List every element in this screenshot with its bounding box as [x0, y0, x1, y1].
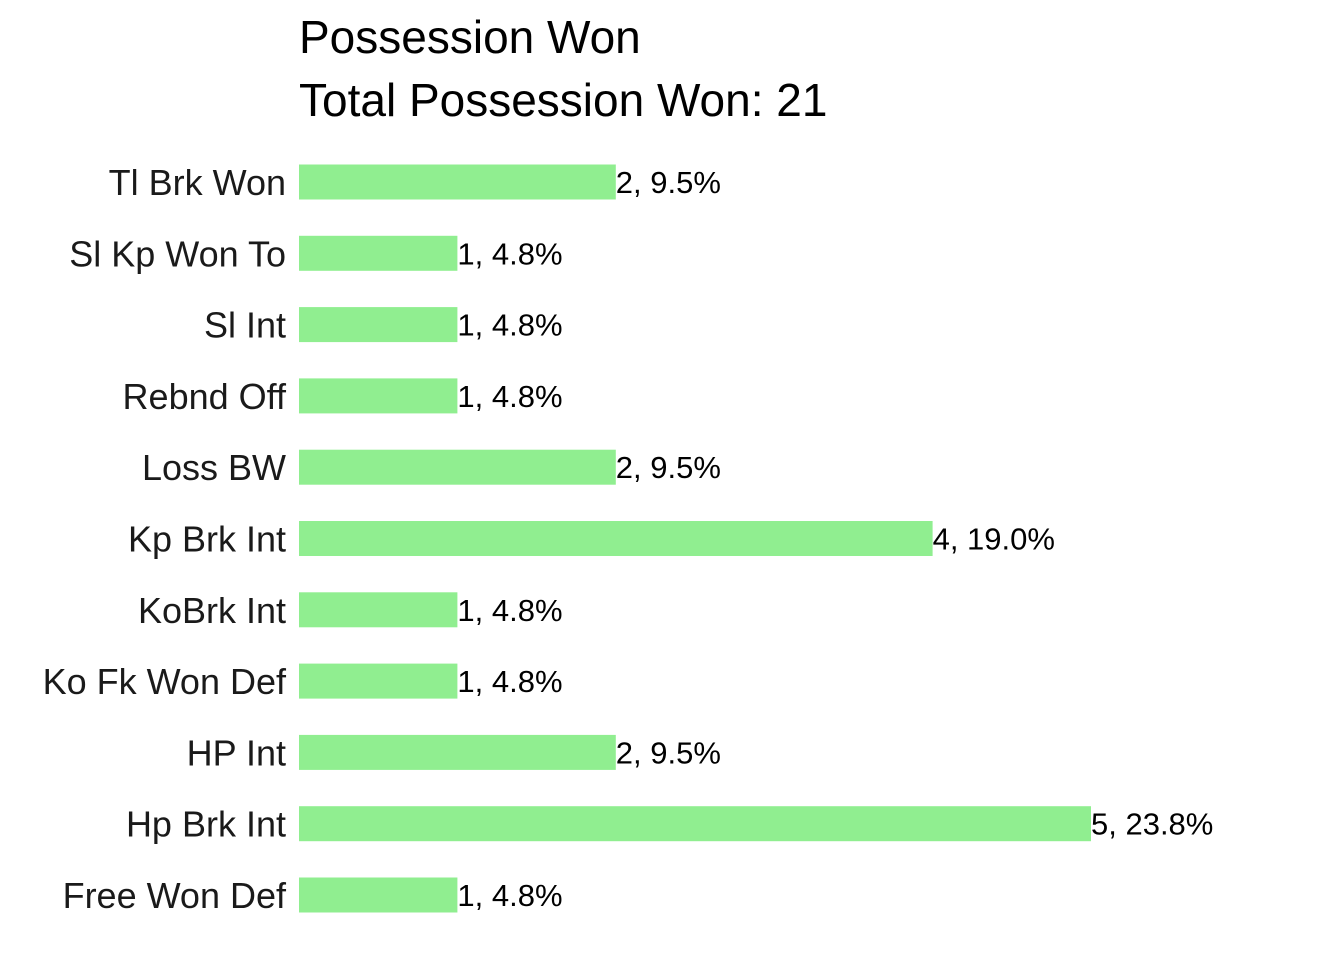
category-label: KoBrk Int: [138, 590, 286, 631]
data-label: 1, 4.8%: [457, 379, 562, 414]
bar: [299, 521, 933, 556]
bar: [299, 806, 1091, 842]
data-label: 1, 4.8%: [457, 664, 562, 699]
category-label: Kp Brk Int: [128, 519, 286, 560]
data-label: 2, 9.5%: [616, 735, 721, 770]
category-label: HP Int: [187, 732, 286, 773]
category-label: Sl Kp Won To: [69, 233, 286, 274]
chart-title: Possession Won: [299, 11, 641, 63]
category-label: Tl Brk Won: [109, 162, 286, 203]
category-label: Sl Int: [204, 305, 286, 346]
bar: [299, 378, 458, 414]
bar: [299, 164, 616, 200]
chart-subtitle: Total Possession Won: 21: [299, 74, 827, 126]
data-label: 1, 4.8%: [457, 878, 562, 913]
data-label: 2, 9.5%: [616, 165, 721, 200]
bar: [299, 734, 616, 770]
bar: [299, 877, 458, 913]
category-label: Hp Brk Int: [126, 804, 286, 845]
data-label: 1, 4.8%: [457, 308, 562, 343]
bar: [299, 235, 458, 271]
data-label: 1, 4.8%: [457, 593, 562, 628]
bar: [299, 592, 458, 628]
data-label: 1, 4.8%: [457, 236, 562, 271]
category-label: Loss BW: [142, 447, 286, 488]
bar: [299, 663, 458, 699]
category-label: Rebnd Off: [123, 376, 287, 417]
bar: [299, 449, 616, 485]
data-label: 4, 19.0%: [933, 522, 1055, 557]
bars-group: Tl Brk Won 2, 9.5% Sl Kp Won To 1, 4.8% Sl I…: [43, 162, 1214, 916]
data-label: 5, 23.8%: [1091, 807, 1213, 842]
category-label: Ko Fk Won Def: [43, 661, 287, 702]
bar: [299, 307, 458, 343]
data-label: 2, 9.5%: [616, 450, 721, 485]
category-label: Free Won Def: [63, 875, 287, 916]
